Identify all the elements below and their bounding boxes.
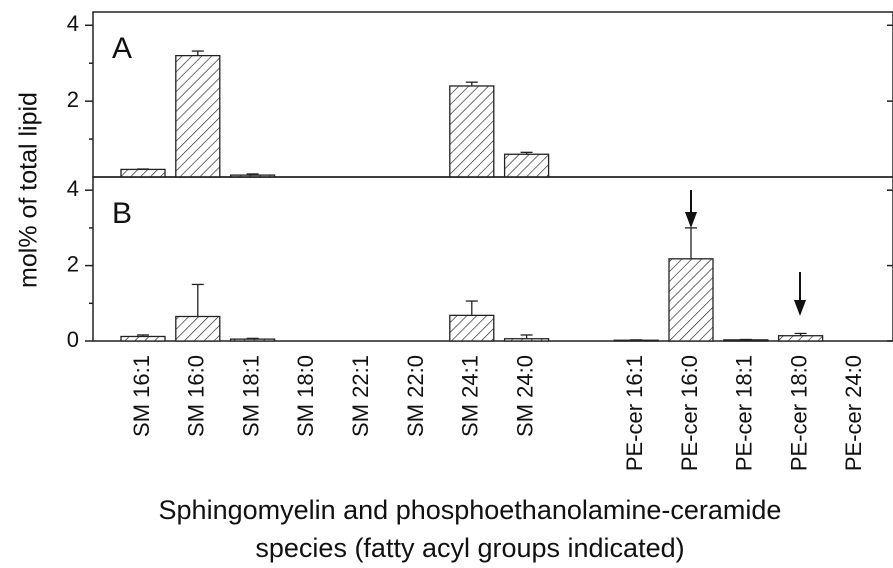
x-tick-label: PE-cer 24:0 [841,355,866,471]
x-tick-label: PE-cer 16:0 [677,355,702,471]
bar [175,54,221,178]
bar [120,335,166,342]
panel-label: B [112,197,132,230]
x-tick-label: SM 18:0 [293,355,318,437]
y-tick-label: 2 [67,251,79,276]
bar [777,335,824,342]
y-tick-label: 2 [67,87,79,112]
bar [449,314,495,342]
x-tick-label: PE-cer 16:1 [622,355,647,471]
bar [120,168,166,178]
y-tick-label: 4 [67,11,79,36]
bar [503,338,550,342]
x-tick-label: SM 24:0 [512,355,537,437]
x-axis-title: Sphingomyelin and phosphoethanolamine-ce… [159,495,782,525]
bar [503,153,550,178]
x-axis-title: species (fatty acyl groups indicated) [255,533,684,563]
x-tick-label: SM 24:1 [458,355,483,437]
x-tick-label: PE-cer 18:1 [732,355,757,471]
bar [668,258,714,342]
bar [175,315,221,342]
x-tick-label: SM 16:0 [184,355,209,437]
x-tick-label: SM 16:1 [129,355,154,437]
y-axis-title: mol% of total lipid [15,92,43,288]
arrows [685,190,806,316]
y-tick-label: 4 [67,176,79,201]
bar [449,85,495,178]
x-tick-label: SM 22:1 [348,355,373,437]
bar [229,338,276,342]
y-tick-label: 0 [67,327,79,352]
panel-label: A [112,32,132,65]
x-tick-label: PE-cer 18:0 [786,355,811,471]
x-tick-label: SM 22:0 [403,355,428,437]
x-tick-label: SM 18:1 [238,355,263,437]
